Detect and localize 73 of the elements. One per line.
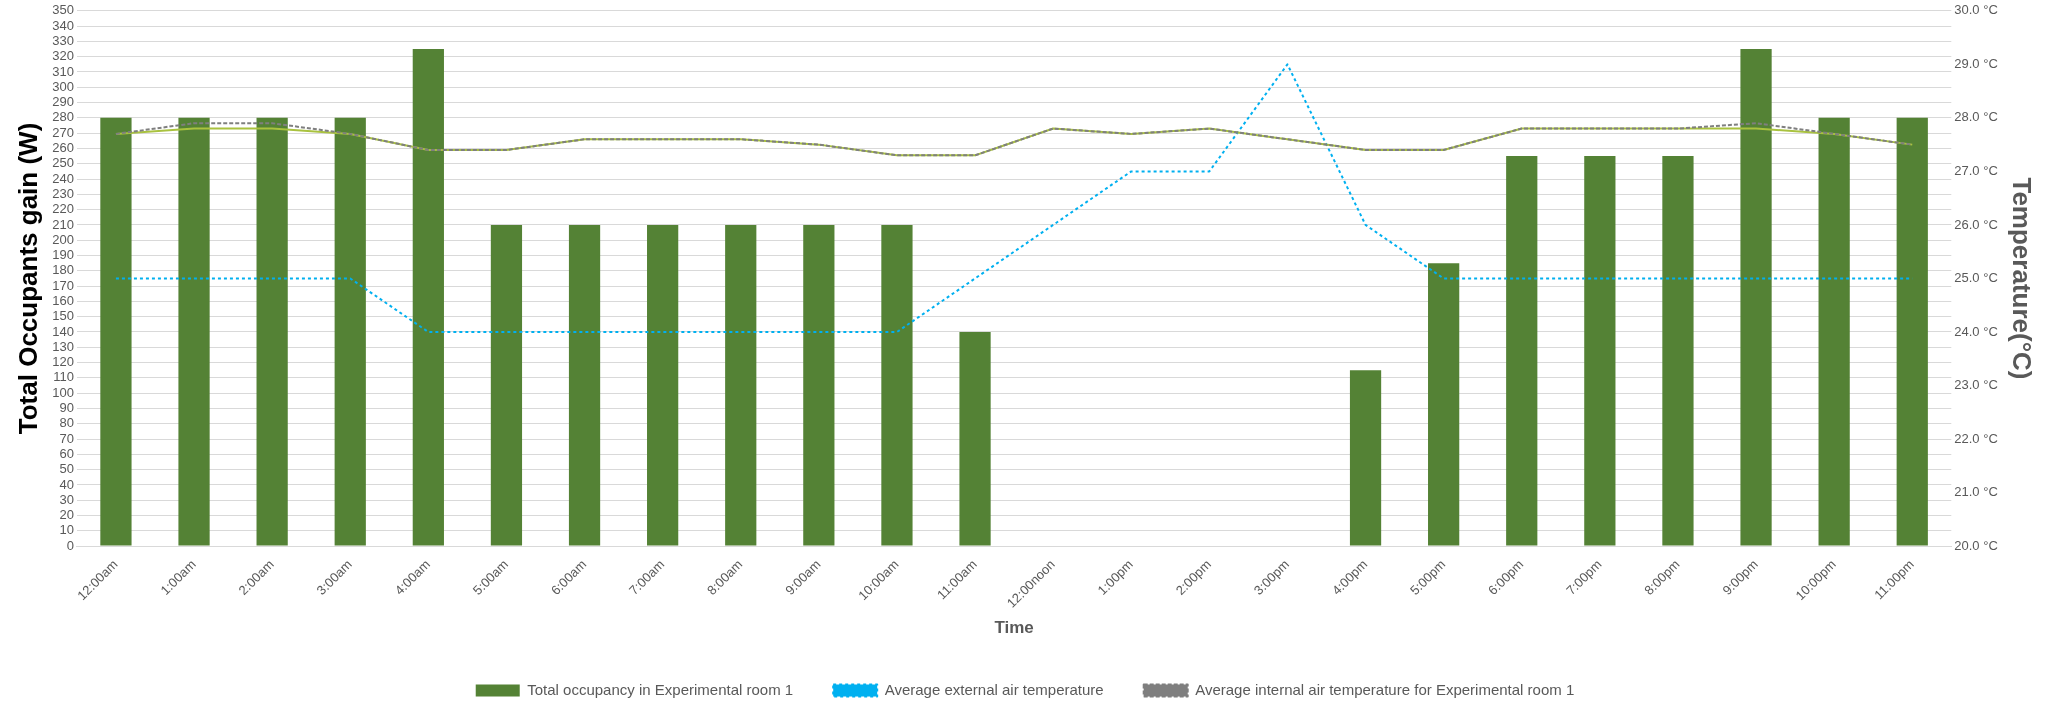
y-tick-label: 110 [53,369,74,385]
legend-label: Average internal air temperature for Experimental room 1 [1195,680,1575,698]
y-tick-label: 330 [52,32,74,48]
bar [1506,156,1538,546]
y2-axis-title: Temperature(°C) [2007,177,2038,380]
bar [725,224,757,546]
y-tick-label: 280 [52,109,74,125]
y-tick-label: 340 [52,17,74,33]
y-tick-label: 70 [59,430,74,446]
bar [1740,49,1772,546]
y2-tick-label: 29.0 °C [1954,55,1998,71]
y2-tick-label: 24.0 °C [1954,323,1998,339]
y-tick-label: 190 [52,247,74,263]
bar [1349,370,1382,546]
y-tick-label: 40 [59,476,74,492]
bar [1818,117,1850,546]
y-tick-label: 100 [52,384,74,400]
y-tick-label: 170 [52,277,74,293]
bar [490,224,523,546]
y-tick-label: 320 [52,48,74,64]
y2-tick-label: 21.0 °C [1954,484,1998,500]
y-tick-label: 90 [59,400,74,416]
y-tick-label: 140 [52,323,74,339]
y-axis-title: Total Occupants gain (W) [12,122,43,435]
y-tick-label: 50 [59,461,74,477]
y-tick-label: 300 [52,78,74,94]
legend-label: Total occupancy in Experimental room 1 [527,680,794,698]
y2-tick-label: 28.0 °C [1954,109,1998,125]
bar [1428,263,1460,546]
y2-tick-label: 20.0 °C [1954,537,1998,553]
y-tick-label: 150 [52,308,74,324]
y-tick-label: 120 [52,354,74,370]
bar [1584,156,1616,546]
y-tick-label: 30 [59,491,74,507]
y-tick-label: 260 [52,140,74,156]
bar [803,224,835,546]
y-tick-label: 250 [52,155,74,171]
legend-label: Average external air temperature [884,680,1104,698]
y-tick-label: 350 [52,2,74,18]
bar [881,224,913,546]
bar [1662,156,1694,546]
y-tick-label: 210 [52,216,74,232]
y-tick-label: 220 [52,201,74,217]
y2-tick-label: 25.0 °C [1954,270,1998,286]
y-tick-label: 10 [59,522,74,538]
bar [334,117,366,546]
bar [178,117,210,546]
y-tick-label: 230 [52,185,74,201]
y-tick-label: 130 [52,338,74,354]
y-tick-label: 200 [52,231,74,247]
y-tick-label: 20 [59,507,74,523]
y-tick-label: 160 [52,292,74,308]
y2-tick-label: 23.0 °C [1954,377,1998,393]
y-tick-label: 0 [66,537,74,553]
y2-tick-label: 27.0 °C [1954,162,1998,178]
y-tick-label: 180 [52,262,74,278]
x-axis-title: Time [994,618,1034,638]
y2-tick-label: 22.0 °C [1954,430,1998,446]
bar [100,117,132,546]
y2-tick-label: 30.0 °C [1954,2,1998,18]
y-tick-label: 240 [52,170,74,186]
bar [959,331,991,546]
bar [256,117,288,546]
bar [647,224,679,546]
y-tick-label: 80 [59,415,74,431]
y-tick-label: 270 [52,124,74,140]
y-tick-label: 310 [52,63,74,79]
bar [568,224,601,546]
bar [412,49,444,546]
y-tick-label: 290 [52,94,74,110]
y-tick-label: 60 [59,445,74,461]
bar [1896,117,1928,546]
y2-tick-label: 26.0 °C [1954,216,1998,232]
